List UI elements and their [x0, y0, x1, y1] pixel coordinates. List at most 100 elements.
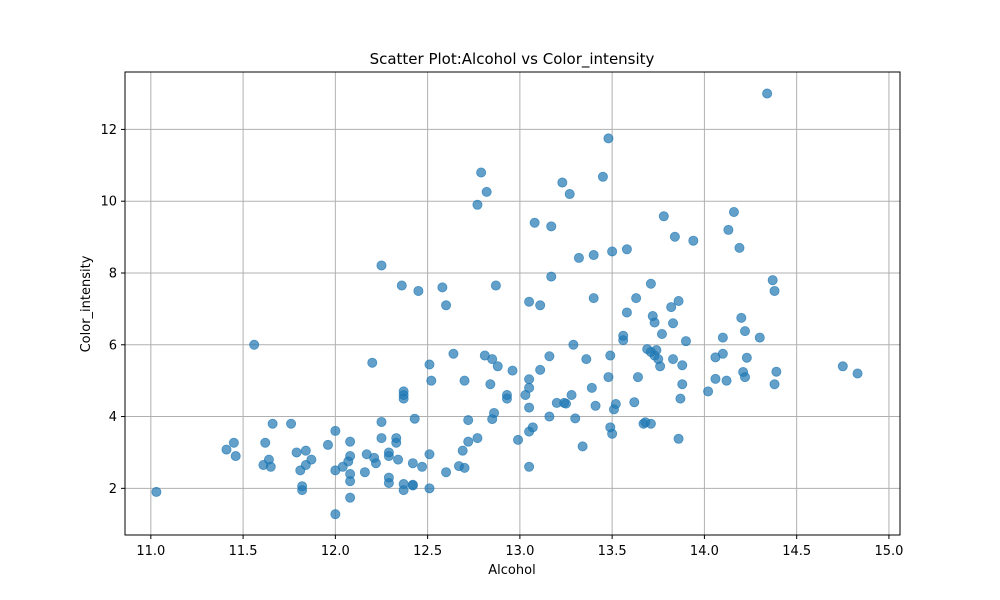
data-point	[513, 434, 524, 445]
y-tick-label: 6	[109, 338, 117, 353]
data-point	[762, 88, 773, 99]
data-point	[740, 326, 751, 337]
x-tick-label: 12.5	[413, 544, 442, 559]
data-point	[424, 449, 435, 460]
data-point	[524, 461, 535, 472]
data-point	[631, 293, 642, 304]
data-point	[544, 411, 555, 422]
data-point	[655, 361, 666, 372]
x-tick-label: 14.5	[782, 544, 811, 559]
data-point	[524, 402, 535, 413]
data-point	[721, 375, 732, 386]
data-point	[448, 348, 459, 359]
data-point	[441, 467, 452, 478]
data-point	[581, 354, 592, 365]
data-point	[524, 374, 535, 385]
data-point	[527, 422, 538, 433]
data-point	[524, 296, 535, 307]
data-point	[736, 312, 747, 323]
data-point	[618, 330, 629, 341]
data-point	[459, 375, 470, 386]
data-point	[490, 280, 501, 291]
data-point	[607, 428, 618, 439]
data-point	[407, 458, 418, 469]
data-point	[417, 461, 428, 472]
data-point	[535, 364, 546, 375]
x-tick-label: 12.0	[321, 544, 350, 559]
data-point	[267, 418, 278, 429]
data-point	[710, 373, 721, 384]
data-point	[535, 300, 546, 311]
data-point	[703, 386, 714, 397]
data-point	[769, 285, 780, 296]
data-point	[345, 436, 356, 447]
data-point	[426, 375, 437, 386]
x-tick-label: 13.5	[598, 544, 627, 559]
data-point	[632, 372, 643, 383]
data-point	[723, 224, 734, 235]
data-point	[603, 133, 614, 144]
x-tick-label: 15.0	[874, 544, 903, 559]
data-point	[492, 361, 503, 372]
data-point	[668, 354, 679, 365]
data-point	[666, 302, 677, 313]
data-point	[568, 339, 579, 350]
data-point	[291, 447, 302, 458]
y-tick-label: 10	[100, 195, 117, 210]
data-point	[481, 186, 492, 197]
data-point	[472, 199, 483, 210]
data-point	[546, 271, 557, 282]
ticks-layer: 11.0 11.5 12.0 12.5 13.0 13.5 14.0 14.5 15.0 2 4 6 8…	[100, 123, 903, 559]
data-point	[437, 282, 448, 293]
data-point	[688, 235, 699, 246]
data-point	[367, 357, 378, 368]
points-layer	[151, 88, 863, 520]
grid-layer	[125, 72, 900, 535]
data-point	[852, 368, 863, 379]
chart-title: Scatter Plot:Alcohol vs Color_intensity	[370, 50, 655, 69]
data-point	[306, 454, 317, 465]
data-point	[603, 372, 614, 383]
data-point	[561, 398, 572, 409]
data-point	[221, 444, 232, 455]
data-point	[621, 307, 632, 318]
data-point	[300, 445, 311, 456]
data-point	[668, 318, 679, 329]
data-point	[586, 382, 597, 393]
data-point	[409, 413, 420, 424]
data-point	[544, 351, 555, 362]
data-point	[741, 352, 752, 363]
data-point	[151, 486, 162, 497]
data-point	[524, 382, 535, 393]
data-point	[673, 433, 684, 444]
data-point	[463, 436, 474, 447]
data-point	[370, 458, 381, 469]
data-point	[391, 437, 402, 448]
data-point	[265, 461, 276, 472]
data-point	[629, 397, 640, 408]
data-point	[717, 332, 728, 343]
data-point	[260, 437, 271, 448]
data-point	[734, 242, 745, 253]
data-point	[677, 379, 688, 390]
data-point	[649, 317, 660, 328]
data-point	[546, 221, 557, 232]
data-point	[507, 365, 518, 376]
data-point	[424, 483, 435, 494]
data-point	[376, 433, 387, 444]
data-point	[597, 171, 608, 182]
y-tick-label: 12	[100, 123, 117, 138]
data-point	[249, 339, 260, 350]
data-point	[459, 462, 470, 473]
x-axis-label: Alcohol	[488, 563, 535, 578]
data-point	[330, 425, 341, 436]
data-point	[485, 379, 496, 390]
data-point	[345, 492, 356, 503]
y-tick-label: 2	[109, 482, 117, 497]
data-point	[383, 451, 394, 462]
data-point	[413, 285, 424, 296]
data-point	[457, 445, 468, 456]
data-point	[286, 418, 297, 429]
